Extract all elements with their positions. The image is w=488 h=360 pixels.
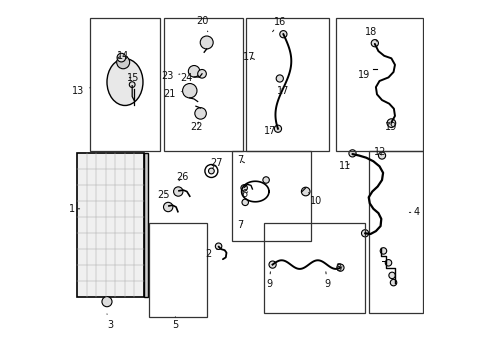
Text: 4: 4 [408, 207, 419, 217]
Text: 10: 10 [308, 193, 322, 206]
Bar [89, 18, 160, 151]
Circle shape [200, 36, 213, 49]
Text: 15: 15 [127, 73, 140, 84]
Text: 21: 21 [163, 89, 181, 99]
Bar [77, 153, 143, 297]
Text: 6: 6 [241, 189, 247, 199]
Text: 2: 2 [205, 249, 217, 259]
Text: 3: 3 [107, 314, 113, 330]
Circle shape [348, 150, 355, 157]
Text: 7: 7 [236, 155, 244, 165]
Circle shape [389, 279, 396, 286]
Circle shape [279, 31, 286, 38]
Text: 17: 17 [277, 86, 289, 96]
Ellipse shape [107, 59, 142, 105]
Circle shape [194, 108, 206, 119]
Circle shape [388, 272, 394, 279]
Text: 8: 8 [335, 263, 341, 273]
Text: 24: 24 [180, 73, 192, 84]
Text: 11: 11 [338, 161, 350, 171]
Text: 17: 17 [242, 52, 254, 62]
Text: 16: 16 [272, 17, 285, 32]
Circle shape [215, 243, 222, 249]
Text: 1: 1 [69, 204, 80, 214]
Bar [246, 18, 328, 151]
Circle shape [380, 248, 386, 254]
Text: 20: 20 [195, 16, 208, 32]
Circle shape [336, 264, 344, 271]
Text: 19: 19 [385, 122, 397, 132]
Text: 25: 25 [157, 190, 169, 200]
Circle shape [370, 40, 378, 47]
Circle shape [263, 177, 269, 183]
Text: 26: 26 [176, 172, 188, 182]
Text: 9: 9 [324, 272, 330, 289]
Text: 22: 22 [190, 122, 203, 132]
Circle shape [378, 152, 385, 159]
Bar [336, 18, 422, 151]
Circle shape [274, 125, 281, 132]
Circle shape [386, 119, 395, 127]
Text: 27: 27 [210, 158, 222, 168]
Circle shape [361, 230, 368, 237]
Circle shape [188, 66, 200, 77]
Circle shape [197, 69, 206, 78]
Circle shape [385, 260, 391, 266]
Circle shape [173, 187, 183, 196]
Circle shape [182, 84, 197, 98]
Bar [264, 223, 365, 313]
Bar [149, 223, 206, 317]
Text: 7: 7 [236, 220, 243, 230]
Circle shape [242, 199, 248, 206]
Text: 23: 23 [161, 71, 180, 81]
Text: 9: 9 [265, 272, 271, 289]
Bar [163, 18, 242, 151]
Circle shape [276, 75, 283, 82]
Text: 18: 18 [365, 27, 377, 41]
Text: 14: 14 [117, 51, 129, 61]
Text: 17: 17 [264, 126, 276, 136]
Circle shape [208, 168, 214, 174]
Circle shape [241, 185, 247, 191]
Text: 13: 13 [72, 86, 90, 96]
Circle shape [129, 82, 135, 87]
Circle shape [102, 297, 112, 307]
Circle shape [163, 202, 172, 212]
Circle shape [301, 187, 309, 196]
Circle shape [117, 56, 129, 69]
Text: 19: 19 [357, 70, 369, 80]
Bar [231, 151, 310, 241]
Circle shape [117, 53, 125, 62]
Text: 5: 5 [172, 317, 178, 330]
Circle shape [268, 261, 276, 268]
Bar [143, 153, 147, 297]
Text: 12: 12 [374, 147, 386, 157]
Bar [368, 151, 422, 313]
